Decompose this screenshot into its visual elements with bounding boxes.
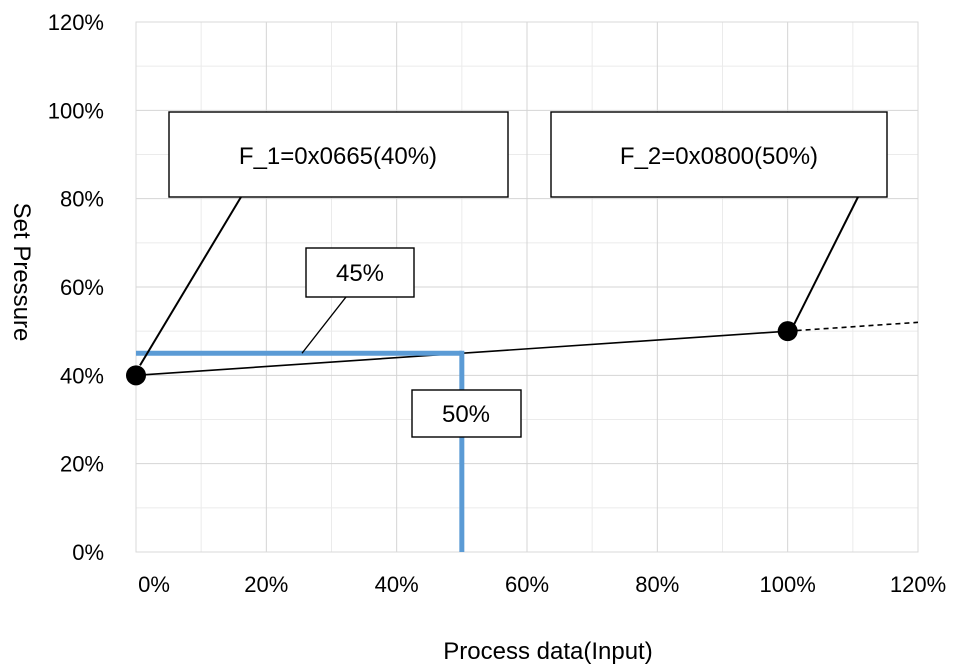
callout-y-value: 45% [305, 247, 415, 298]
callout-y-value-box [305, 247, 415, 298]
x-tick-label: 120% [890, 572, 946, 597]
y-tick-label: 0% [72, 540, 104, 565]
y-axis-title: Set Pressure [8, 203, 35, 342]
callout-f2-box [550, 111, 888, 198]
y-tick-label: 20% [60, 452, 104, 477]
data-point-marker [126, 365, 146, 386]
y-tick-label: 60% [60, 275, 104, 300]
leader-line-f2 [792, 196, 859, 326]
callout-f1-label: F_1=0x0665(40%) [239, 143, 437, 170]
callout-y-value-label: 45% [336, 260, 384, 287]
series-line-extrapolated [787, 321, 919, 332]
callout-f2: F_2=0x0800(50%) [550, 111, 888, 198]
leader-line-y-value [301, 296, 347, 354]
plot-frame [135, 21, 919, 553]
leader-line-f1 [139, 196, 242, 366]
x-tick-label: 60% [505, 572, 549, 597]
x-tick-label: 80% [635, 572, 679, 597]
x-tick-label: 100% [760, 572, 816, 597]
y-tick-label: 40% [60, 363, 104, 388]
grid-major [135, 21, 919, 553]
y-tick-label: 80% [60, 187, 104, 212]
y-tick-label: 120% [48, 10, 104, 35]
callout-f1-box [168, 111, 509, 198]
marker-layer [126, 321, 798, 386]
x-tick-label: 40% [375, 572, 419, 597]
data-point-marker [777, 321, 798, 342]
x-tick-label: 20% [244, 572, 288, 597]
y-tick-label: 100% [48, 98, 104, 123]
callout-x-value-box [411, 389, 522, 438]
leader-layer [139, 196, 859, 366]
x-axis-title: Process data(Input) [443, 638, 652, 665]
callout-f1: F_1=0x0665(40%) [168, 111, 509, 198]
guide-layer [136, 350, 465, 552]
callout-f2-label: F_2=0x0800(50%) [620, 143, 818, 170]
x-tick-labels: 0% 20% 40% 60% 80% 100% 120% [138, 572, 946, 597]
callout-x-value: 50% [411, 389, 522, 438]
x-tick-label: 0% [138, 572, 170, 597]
y-tick-labels: 0% 20% 40% 60% 80% 100% 120% [48, 10, 104, 565]
callout-x-value-label: 50% [442, 401, 490, 428]
